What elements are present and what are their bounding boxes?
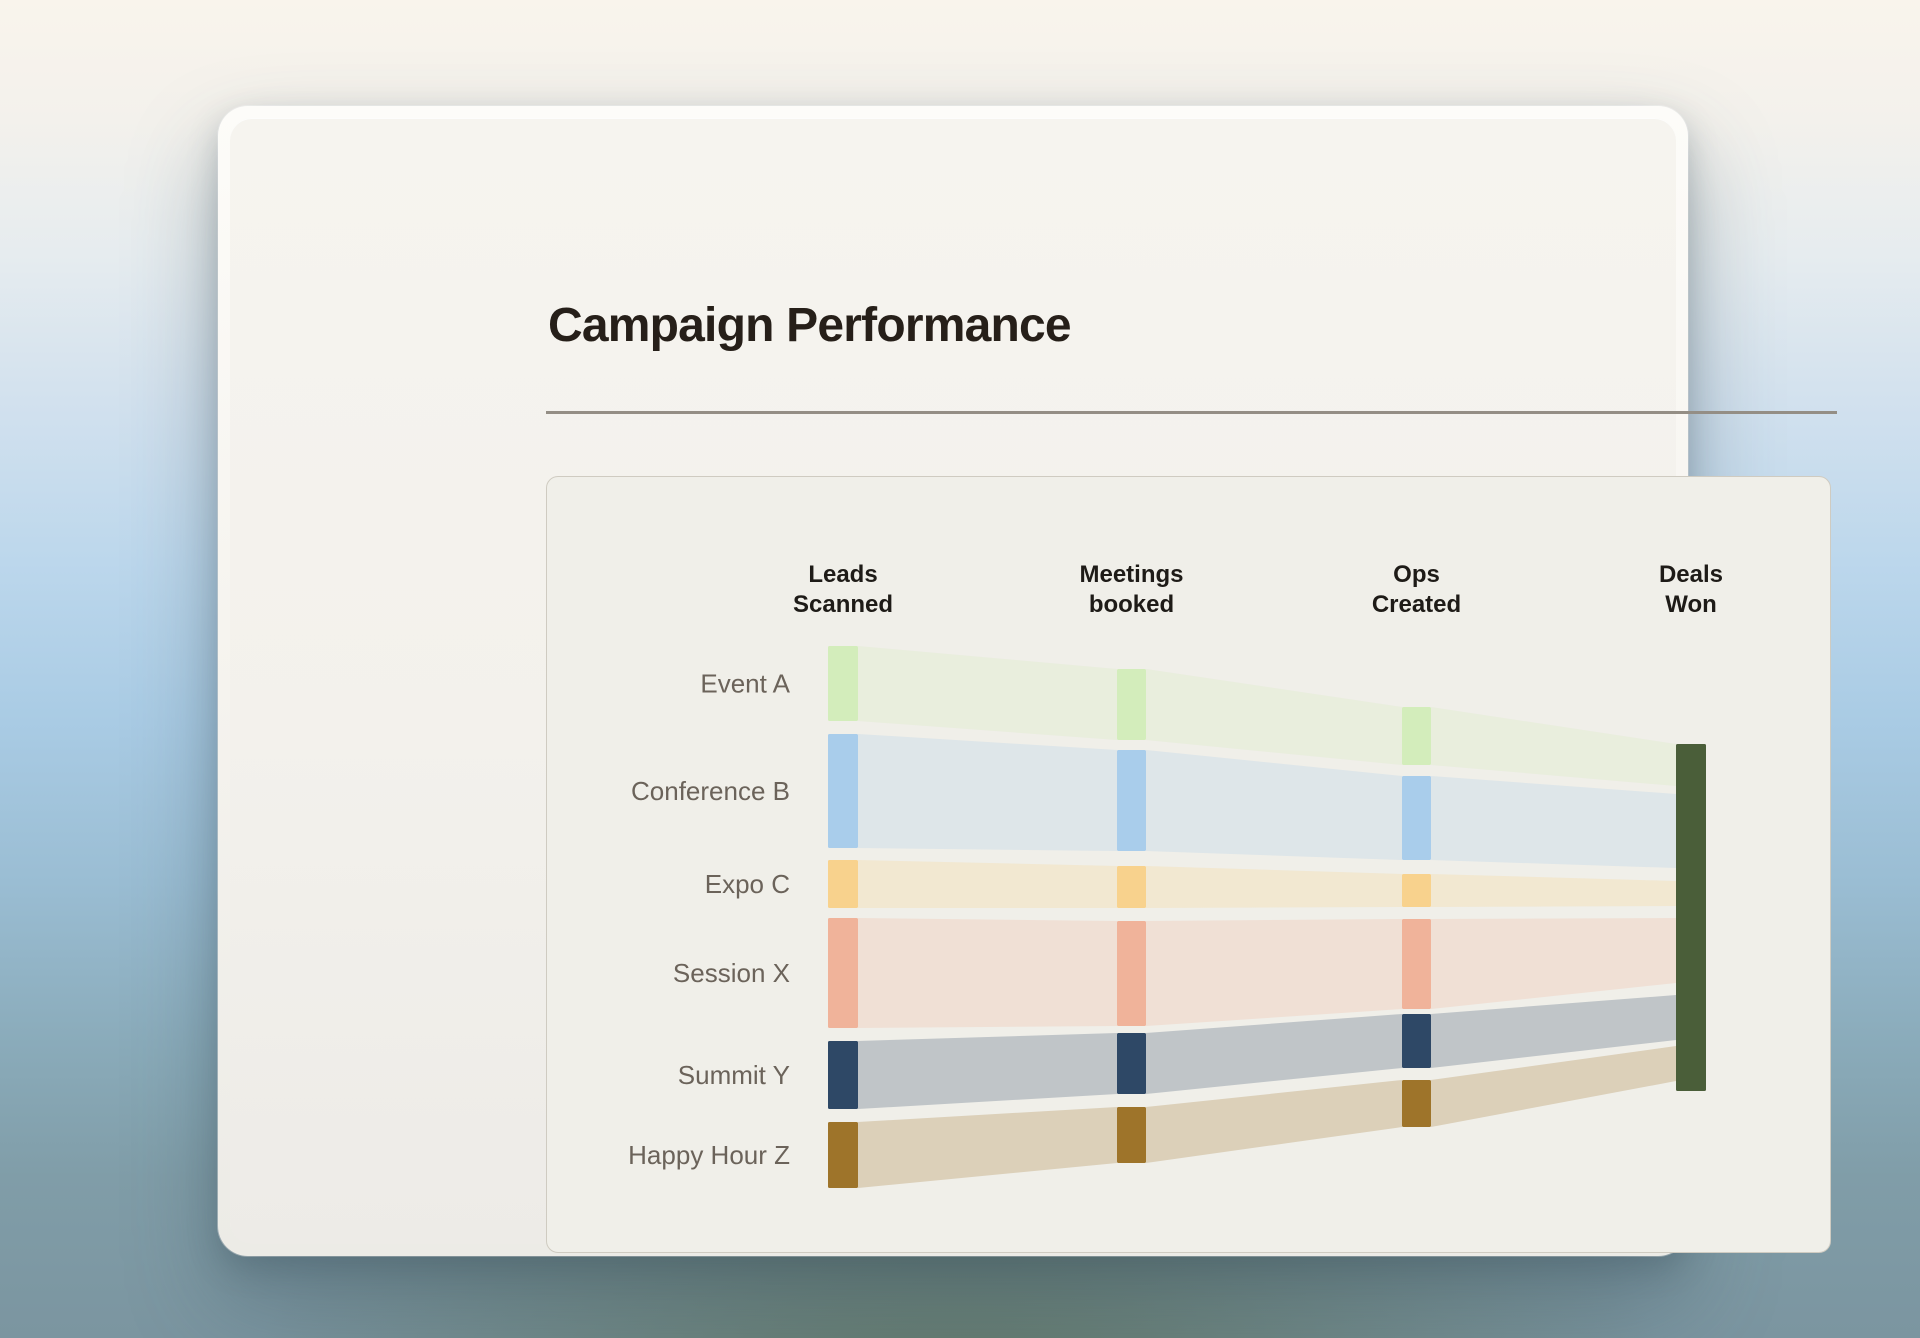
node-expo-c-stage-1	[827, 859, 858, 908]
node-summit-y-stage-3	[1401, 1013, 1431, 1068]
stage-header-line: Won	[1665, 591, 1717, 618]
flow-event-a	[857, 645, 1676, 786]
stage-header-meetings-booked: Meetings booked	[1079, 561, 1183, 618]
deals-won-bar	[1675, 743, 1706, 1091]
page-title: Campaign Performance	[548, 299, 1072, 352]
stage-header-ops-created: Ops Created	[1371, 561, 1460, 618]
report-card-frame: Campaign Performance Leads Scanned Meeting…	[218, 106, 1837, 1256]
node-summit-y-stage-2	[1116, 1032, 1146, 1094]
node-happy-hour-z-stage-2	[1116, 1106, 1146, 1163]
flow-happy-hour-z	[857, 1045, 1676, 1188]
node-happy-hour-z-stage-1	[827, 1121, 858, 1188]
row-label-session-x: Session X	[672, 958, 789, 988]
stage-header-deals-won: Deals Won	[1658, 561, 1722, 618]
row-label-expo-c: Expo C	[704, 869, 789, 899]
row-label-conference-b: Conference B	[631, 776, 790, 806]
report-card: Campaign Performance Leads Scanned Meeting…	[230, 118, 1837, 1253]
node-conference-b-stage-2	[1116, 749, 1146, 851]
stage-header-line: Leads	[808, 561, 877, 588]
node-expo-c-stage-2	[1116, 865, 1146, 908]
title-divider	[546, 411, 1837, 414]
row-label-happy-hour-z: Happy Hour Z	[628, 1140, 790, 1170]
row-label-event-a: Event A	[700, 668, 790, 698]
node-event-a-stage-1	[827, 645, 858, 721]
nodes-happy-hour-z	[827, 1079, 1431, 1188]
row-label-summit-y: Summit Y	[677, 1060, 789, 1090]
node-summit-y-stage-1	[827, 1040, 858, 1109]
node-happy-hour-z-stage-3	[1401, 1079, 1431, 1127]
node-conference-b-stage-1	[827, 733, 858, 848]
node-session-x-stage-3	[1401, 918, 1431, 1009]
flow-session-x	[857, 917, 1676, 1028]
stage-header-line: Meetings	[1079, 561, 1183, 588]
flow-expo-c	[857, 859, 1676, 908]
flow-conference-b	[857, 733, 1676, 868]
flow-summit-y	[857, 994, 1676, 1109]
stage-header-leads-scanned: Leads Scanned	[792, 561, 892, 618]
nodes-summit-y	[827, 1013, 1431, 1109]
nodes-event-a	[827, 645, 1431, 765]
stage-header-line: Scanned	[792, 591, 892, 618]
node-event-a-stage-3	[1401, 706, 1431, 765]
node-conference-b-stage-3	[1401, 775, 1431, 860]
nodes-expo-c	[827, 859, 1431, 908]
stage-header-line: Ops	[1393, 561, 1440, 588]
node-session-x-stage-1	[827, 917, 858, 1028]
stage-header-line: Deals	[1658, 561, 1722, 588]
chart-panel: Leads Scanned Meetings booked Ops Created Deal…	[546, 476, 1831, 1253]
node-expo-c-stage-3	[1401, 873, 1431, 907]
stage-header-line: Created	[1371, 591, 1460, 618]
nodes-session-x	[827, 917, 1431, 1028]
stage-header-line: booked	[1088, 591, 1173, 618]
node-session-x-stage-2	[1116, 920, 1146, 1026]
funnel-chart: Leads Scanned Meetings booked Ops Created Deal…	[628, 561, 1723, 1188]
node-event-a-stage-2	[1116, 668, 1146, 740]
nodes-conference-b	[827, 733, 1431, 860]
